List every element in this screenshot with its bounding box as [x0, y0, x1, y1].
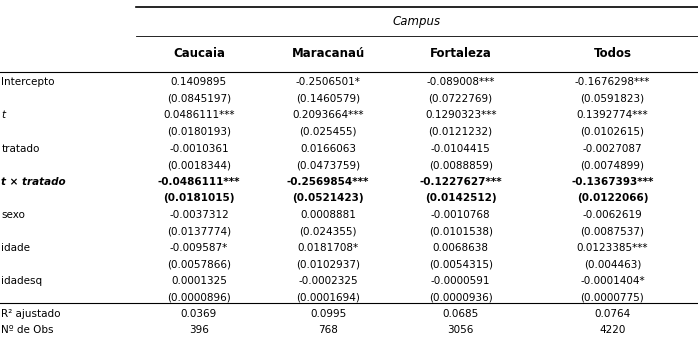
Text: (0.0845197): (0.0845197) [167, 94, 231, 104]
Text: (0.0018344): (0.0018344) [167, 160, 231, 170]
Text: -0.1227627***: -0.1227627*** [419, 177, 502, 187]
Text: -0.089008***: -0.089008*** [426, 77, 495, 87]
Text: 0.0995: 0.0995 [310, 309, 346, 319]
Text: sexo: sexo [1, 210, 25, 220]
Text: 0.0001325: 0.0001325 [171, 276, 227, 286]
Text: 0.1392774***: 0.1392774*** [577, 110, 648, 120]
Text: 0.0764: 0.0764 [595, 309, 630, 319]
Text: (0.0722769): (0.0722769) [429, 94, 493, 104]
Text: Campus: Campus [393, 15, 441, 28]
Text: (0.025455): (0.025455) [299, 127, 357, 137]
Text: (0.0180193): (0.0180193) [167, 127, 231, 137]
Text: -0.2506501*: -0.2506501* [296, 77, 360, 87]
Text: Todos: Todos [593, 47, 632, 60]
Text: -0.1367393***: -0.1367393*** [571, 177, 654, 187]
Text: (0.0001694): (0.0001694) [296, 292, 360, 302]
Text: (0.0137774): (0.0137774) [167, 226, 231, 236]
Text: tratado: tratado [1, 144, 40, 153]
Text: (0.0102937): (0.0102937) [296, 259, 360, 269]
Text: -0.0062619: -0.0062619 [583, 210, 642, 220]
Text: -0.0027087: -0.0027087 [583, 144, 642, 153]
Text: (0.0000936): (0.0000936) [429, 292, 493, 302]
Text: -0.0001404*: -0.0001404* [580, 276, 645, 286]
Text: 0.1409895: 0.1409895 [171, 77, 227, 87]
Text: 396: 396 [189, 325, 209, 336]
Text: (0.1460579): (0.1460579) [296, 94, 360, 104]
Text: (0.0000775): (0.0000775) [581, 292, 644, 302]
Text: 0.0685: 0.0685 [443, 309, 479, 319]
Text: 768: 768 [318, 325, 338, 336]
Text: (0.0122066): (0.0122066) [577, 193, 648, 203]
Text: 4220: 4220 [600, 325, 625, 336]
Text: (0.0101538): (0.0101538) [429, 226, 493, 236]
Text: (0.0473759): (0.0473759) [296, 160, 360, 170]
Text: -0.0486111***: -0.0486111*** [158, 177, 240, 187]
Text: 3056: 3056 [447, 325, 474, 336]
Text: -0.0104415: -0.0104415 [431, 144, 491, 153]
Text: (0.0087537): (0.0087537) [581, 226, 644, 236]
Text: -0.2569854***: -0.2569854*** [287, 177, 369, 187]
Text: 0.0166063: 0.0166063 [300, 144, 356, 153]
Text: 0.0369: 0.0369 [181, 309, 217, 319]
Text: Nº de Obs: Nº de Obs [1, 325, 54, 336]
Text: 0.0486111***: 0.0486111*** [163, 110, 235, 120]
Text: -0.1676298***: -0.1676298*** [575, 77, 650, 87]
Text: (0.004463): (0.004463) [584, 259, 641, 269]
Text: t × tratado: t × tratado [1, 177, 66, 187]
Text: -0.0037312: -0.0037312 [169, 210, 229, 220]
Text: (0.0142512): (0.0142512) [425, 193, 496, 203]
Text: -0.0010768: -0.0010768 [431, 210, 491, 220]
Text: Caucaia: Caucaia [173, 47, 225, 60]
Text: Fortaleza: Fortaleza [430, 47, 491, 60]
Text: 0.0123385***: 0.0123385*** [577, 243, 648, 253]
Text: t: t [1, 110, 6, 120]
Text: Maracanaú: Maracanaú [292, 47, 364, 60]
Text: idade: idade [1, 243, 31, 253]
Text: (0.0521423): (0.0521423) [292, 193, 364, 203]
Text: 0.0008881: 0.0008881 [300, 210, 356, 220]
Text: Intercepto: Intercepto [1, 77, 55, 87]
Text: (0.0074899): (0.0074899) [581, 160, 644, 170]
Text: (0.0054315): (0.0054315) [429, 259, 493, 269]
Text: -0.0000591: -0.0000591 [431, 276, 491, 286]
Text: -0.0010361: -0.0010361 [169, 144, 229, 153]
Text: (0.0057866): (0.0057866) [167, 259, 231, 269]
Text: (0.0121232): (0.0121232) [429, 127, 493, 137]
Text: 0.2093664***: 0.2093664*** [292, 110, 364, 120]
Text: 0.1290323***: 0.1290323*** [425, 110, 496, 120]
Text: 0.0181708*: 0.0181708* [297, 243, 359, 253]
Text: (0.0181015): (0.0181015) [163, 193, 235, 203]
Text: (0.024355): (0.024355) [299, 226, 357, 236]
Text: idadesq: idadesq [1, 276, 43, 286]
Text: (0.0000896): (0.0000896) [167, 292, 231, 302]
Text: 0.0068638: 0.0068638 [433, 243, 489, 253]
Text: (0.0102615): (0.0102615) [581, 127, 644, 137]
Text: (0.0591823): (0.0591823) [581, 94, 644, 104]
Text: R² ajustado: R² ajustado [1, 309, 61, 319]
Text: (0.0088859): (0.0088859) [429, 160, 493, 170]
Text: -0.009587*: -0.009587* [170, 243, 228, 253]
Text: -0.0002325: -0.0002325 [298, 276, 358, 286]
